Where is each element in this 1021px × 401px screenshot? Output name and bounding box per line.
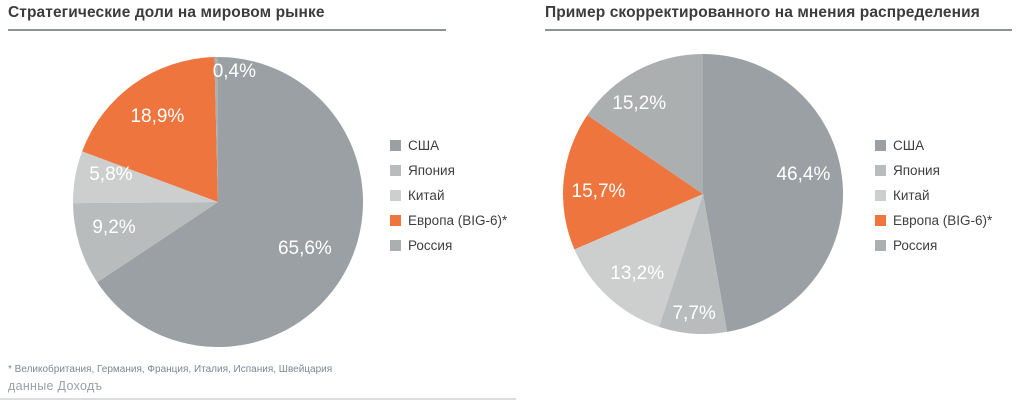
legend-label-usa: США: [408, 138, 440, 153]
legend-item-russia: Россия: [390, 233, 507, 258]
legend-label-japan: Япония: [408, 163, 455, 178]
legend-item-japan: Япония: [875, 158, 992, 183]
legend-label-china: Китай: [893, 188, 930, 203]
legend-label-china: Китай: [408, 188, 445, 203]
legend-swatch-europe-big6: [875, 215, 886, 226]
legend-item-europe-big6: Европа (BIG-6)*: [390, 208, 507, 233]
pie-0-slice-1: [73, 202, 218, 283]
pie-1-slice-3: [563, 115, 703, 250]
pie-slice-label-usa: 46,4%: [776, 164, 831, 186]
legend-swatch-russia: [390, 240, 401, 251]
legend-item-japan: Япония: [390, 158, 507, 183]
legend-label-europe-big6: Европа (BIG-6)*: [893, 213, 993, 228]
legend-label-japan: Япония: [893, 163, 940, 178]
pie-slice-label-china: 13,2%: [610, 263, 665, 285]
legend-item-usa: США: [390, 133, 507, 158]
right-chart-title: Пример скорректированного на мнения расп…: [545, 4, 1012, 31]
pie-slice-label-europe: 18,9%: [130, 106, 185, 127]
left-chart-title: Стратегические доли на мировом рынке: [8, 4, 446, 31]
legend-item-usa: США: [875, 133, 992, 158]
legend-swatch-japan: [390, 165, 401, 176]
legend-swatch-europe-big6: [390, 215, 401, 226]
pie-1-slice-1: [658, 194, 728, 334]
footnote: * Великобритания, Германия, Франция, Ита…: [8, 364, 333, 375]
pie-slice-label-europe: 15,7%: [571, 180, 626, 202]
data-source: данные Доходъ: [8, 379, 103, 393]
legend-swatch-usa: [875, 140, 886, 151]
legend-swatch-china: [390, 190, 401, 201]
pie-slice-label-russia: 15,2%: [612, 92, 667, 114]
left-legend: США Япония Китай Европа (BIG-6)* Россия: [390, 133, 507, 258]
right-legend: США Япония Китай Европа (BIG-6)* Россия: [875, 133, 992, 258]
legend-label-usa: США: [893, 138, 925, 153]
pie-chart-strategic-shares: [73, 57, 363, 347]
legend-item-europe-big6: Европа (BIG-6)*: [875, 208, 992, 233]
legend-label-europe-big6: Европа (BIG-6)*: [408, 213, 508, 228]
pie-0-slice-3: [82, 57, 218, 202]
pie-0-slice-2: [73, 151, 218, 204]
legend-label-russia: Россия: [893, 238, 938, 253]
legend-item-russia: Россия: [875, 233, 992, 258]
legend-swatch-china: [875, 190, 886, 201]
bottom-divider: [0, 398, 516, 400]
pie-1-slice-0: [703, 54, 843, 332]
pie-slice-label-japan: 9,2%: [92, 216, 136, 238]
legend-item-china: Китай: [875, 183, 992, 208]
pie-1-slice-4: [587, 54, 703, 194]
pie-slice-label-japan: 7,7%: [672, 303, 716, 325]
pie-0-slice-0: [97, 57, 363, 347]
pie-1-slice-2: [574, 194, 703, 327]
legend-swatch-russia: [875, 240, 886, 251]
pie-0-slice-4: [214, 57, 218, 202]
pie-slice-label-usa: 65,6%: [277, 237, 332, 259]
legend-swatch-japan: [875, 165, 886, 176]
pie-chart-adjusted-distribution: [563, 54, 843, 334]
legend-item-china: Китай: [390, 183, 507, 208]
pie-slice-label-russia: 0,4%: [212, 60, 256, 82]
legend-label-russia: Россия: [408, 238, 453, 253]
legend-swatch-usa: [390, 140, 401, 151]
pie-slice-label-china: 5,8%: [89, 164, 133, 186]
